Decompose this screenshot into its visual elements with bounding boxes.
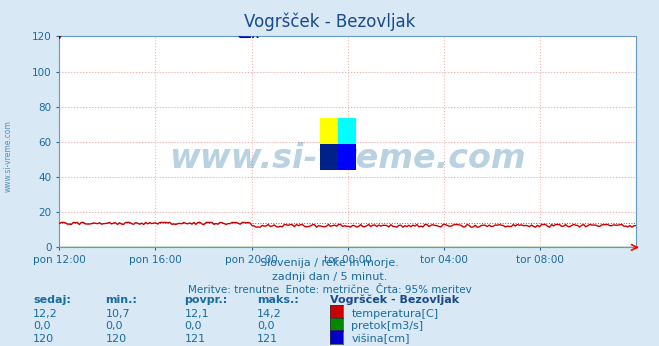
Text: www.si-vreme.com: www.si-vreme.com [169,142,526,175]
Text: 14,2: 14,2 [257,309,282,319]
Text: www.si-vreme.com: www.si-vreme.com [3,120,13,192]
Text: 0,0: 0,0 [257,321,275,331]
Text: Slovenija / reke in morje.: Slovenija / reke in morje. [260,258,399,268]
Polygon shape [338,144,356,170]
Text: zadnji dan / 5 minut.: zadnji dan / 5 minut. [272,272,387,282]
Text: 10,7: 10,7 [105,309,130,319]
Text: temperatura[C]: temperatura[C] [351,309,438,319]
Text: min.:: min.: [105,295,137,305]
Polygon shape [338,118,356,144]
Text: 0,0: 0,0 [185,321,202,331]
Text: Meritve: trenutne  Enote: metrične  Črta: 95% meritev: Meritve: trenutne Enote: metrične Črta: … [188,285,471,295]
Text: maks.:: maks.: [257,295,299,305]
Text: Vogršček - Bezovljak: Vogršček - Bezovljak [244,12,415,30]
Text: 121: 121 [257,334,278,344]
Text: povpr.:: povpr.: [185,295,228,305]
Text: 120: 120 [105,334,127,344]
Polygon shape [320,144,338,170]
Text: sedaj:: sedaj: [33,295,71,305]
Text: Vogršček - Bezovljak: Vogršček - Bezovljak [330,294,459,305]
Text: 120: 120 [33,334,54,344]
Polygon shape [320,118,338,144]
Text: 12,2: 12,2 [33,309,58,319]
Text: pretok[m3/s]: pretok[m3/s] [351,321,423,331]
Text: 12,1: 12,1 [185,309,209,319]
Text: 121: 121 [185,334,206,344]
Text: 0,0: 0,0 [105,321,123,331]
Text: 0,0: 0,0 [33,321,51,331]
Text: višina[cm]: višina[cm] [351,334,410,344]
